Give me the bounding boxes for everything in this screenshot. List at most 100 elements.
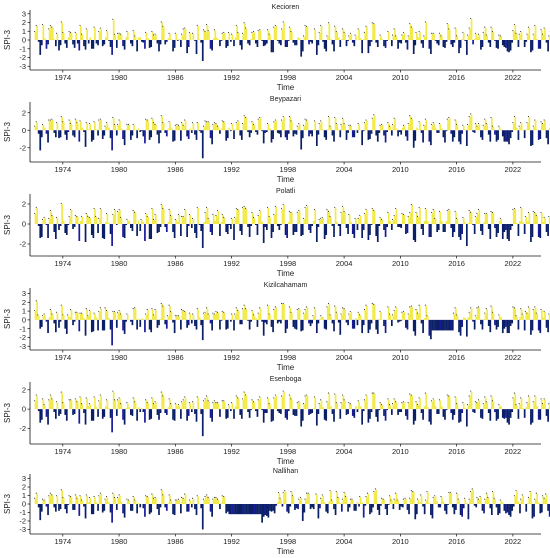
peak-marker [313,396,315,398]
peak-marker [329,490,331,492]
peak-marker [168,398,170,400]
spi-bar [83,40,85,47]
spi-bar [125,37,128,41]
spi-bar [100,308,103,320]
spi-bar [94,27,96,40]
spi-bar [86,214,88,224]
spi-bar [255,40,257,44]
peak-marker [132,308,134,310]
spi-bar [509,409,512,418]
spi-bar [425,500,428,504]
peak-marker [456,35,458,37]
spi-bar [334,118,337,131]
peak-marker [431,211,433,213]
peak-marker [438,32,440,34]
peak-marker [535,214,537,216]
peak-marker [388,404,390,406]
spi-bar [214,221,217,224]
spi-bar [519,34,521,40]
spi-bar [245,118,248,131]
peak-marker [357,311,359,313]
spi-bar [358,401,360,410]
spi-bar [194,130,196,135]
spi-bar [350,311,353,320]
spi-bar [125,224,128,225]
spi-bar [145,214,148,224]
peak-marker [245,116,247,118]
spi-bar [473,130,476,133]
spi-bar [133,497,135,504]
x-tick-label: 1974 [54,165,71,174]
spi-bar [150,319,153,333]
spi-bar [498,405,501,410]
spi-bar [414,130,417,141]
spi-bar [315,40,318,55]
spi-bar [506,319,509,334]
spi-bar [267,124,270,131]
spi-bar [272,319,274,333]
spi-bar [461,504,464,517]
spi-bar [244,23,246,40]
peak-marker [223,400,225,402]
spi-bar [412,224,415,240]
peak-marker [48,217,50,219]
peak-marker [527,211,530,213]
spi-bar [80,121,82,131]
spi-bar [120,218,123,224]
spi-bar [178,316,181,320]
peak-marker [126,402,128,404]
peak-marker [485,34,487,36]
peak-marker [456,123,458,125]
peak-marker [542,403,544,405]
peak-marker [206,395,208,397]
spi-bar [198,130,201,132]
spi-bar [203,401,206,410]
peak-marker [288,306,290,308]
spi-bar [251,213,254,224]
peak-marker [318,403,320,405]
spi-bar [219,409,221,417]
peak-marker [49,24,51,26]
spi-bar [253,125,256,131]
peak-marker [471,488,473,490]
spi-bar [520,32,523,41]
peak-marker [410,26,412,28]
peak-marker [49,309,51,311]
peak-marker [223,121,225,123]
spi-bar [39,504,42,521]
peak-marker [215,310,217,312]
peak-marker [296,402,298,404]
spi-bar [47,130,49,143]
spi-bar [359,497,362,504]
spi-bar [122,130,124,139]
peak-marker [407,215,409,217]
spi-bar [458,40,460,54]
spi-bar [511,504,514,511]
peak-marker [51,214,53,216]
spi-bar [406,130,409,141]
y-tick-label: 0 [22,36,26,45]
spi-bar [533,126,535,131]
peak-marker [334,305,336,307]
spi-bar [65,504,68,514]
spi-bar [425,119,428,131]
peak-marker [216,209,219,211]
spi-bar [75,495,78,504]
spi-bar [353,130,356,138]
spi-bar [484,214,487,224]
spi-bar [237,33,240,40]
peak-marker [49,394,51,396]
spi-bar [192,219,195,224]
spi-bar [501,409,504,418]
peak-marker [43,216,45,218]
spi-bar [228,224,231,225]
spi-bar [300,130,303,150]
spi-bar [273,27,276,40]
spi-bar [197,309,199,320]
peak-marker [134,35,136,37]
peak-marker [145,212,147,214]
spi-bar [308,409,310,415]
spi-bar [525,217,528,224]
peak-marker [290,120,292,122]
spi-bar [512,123,515,131]
